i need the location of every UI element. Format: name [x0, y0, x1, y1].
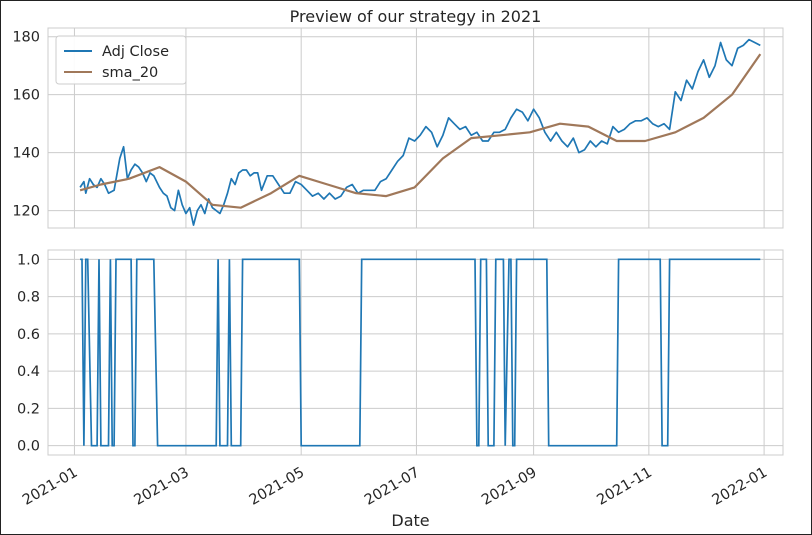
legend-label: sma_20	[102, 65, 158, 81]
bottom-y-tick-label: 0.6	[17, 327, 40, 343]
x-tick-label: 2022-01	[710, 465, 770, 509]
series-line-adj-close	[79, 38, 761, 226]
bottom-y-tick-label: 0.4	[17, 364, 40, 380]
x-tick-label: 2021-11	[594, 465, 654, 509]
x-axis-title: Date	[391, 511, 429, 530]
chart-title: Preview of our strategy in 2021	[290, 7, 542, 26]
legend-label: Adj Close	[102, 44, 169, 60]
top-y-tick-label: 120	[12, 204, 40, 220]
x-tick-label: 2021-01	[20, 465, 80, 509]
top-y-tick-label: 160	[12, 88, 40, 104]
x-tick-label: 2021-03	[131, 465, 191, 509]
series-line-signal	[80, 258, 761, 447]
series-line-sma-20	[79, 53, 762, 209]
x-tick-label: 2021-09	[479, 465, 539, 509]
bottom-y-tick-label: 0.2	[17, 401, 40, 417]
top-y-tick-label: 140	[12, 146, 40, 162]
x-tick-label: 2021-07	[362, 465, 422, 509]
x-tick-label: 2021-05	[247, 465, 307, 509]
bottom-axes-frame	[47, 249, 784, 456]
bottom-y-tick-label: 0.8	[17, 290, 40, 306]
top-y-tick-label: 180	[12, 30, 40, 46]
bottom-y-tick-label: 0.0	[17, 439, 40, 455]
bottom-y-tick-label: 1.0	[17, 252, 40, 268]
